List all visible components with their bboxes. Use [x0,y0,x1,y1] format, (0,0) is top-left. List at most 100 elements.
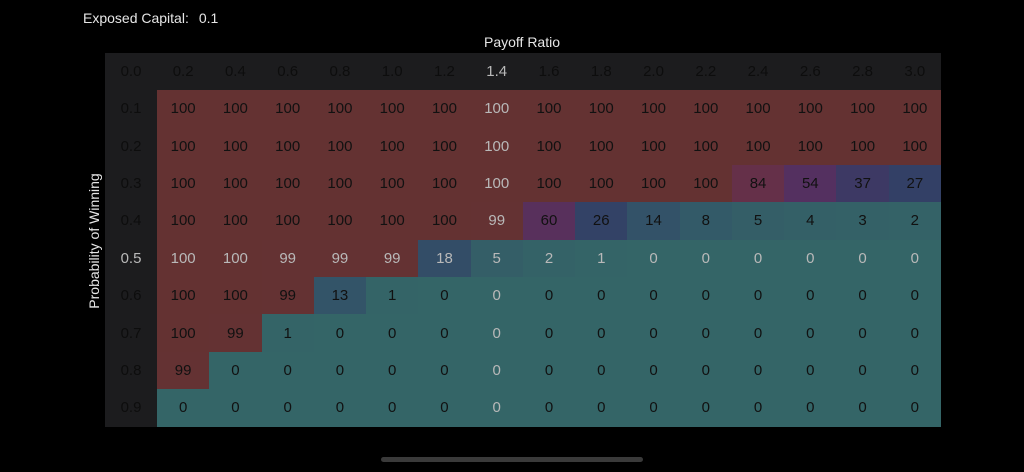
heatmap-cell: 100 [313,127,367,165]
y-tick-label: 0.9 [105,389,157,427]
x-tick-label: 2.2 [679,53,732,90]
heatmap-cell: 0 [679,239,732,277]
heatmap-cell: 100 [157,276,210,315]
heatmap-cell: 100 [575,90,628,128]
heatmap-cell: 0 [418,276,471,315]
x-axis-title: Payoff Ratio [484,34,561,50]
heatmap-cell: 54 [784,164,837,203]
heatmap-cell: 100 [575,164,628,203]
heatmap-cell: 0 [366,389,419,427]
heatmap-cell: 0 [888,351,941,390]
heatmap-cell: 100 [313,164,367,203]
heatmap-cell: 0 [313,314,367,352]
heatmap-cell: 0 [731,389,785,427]
heatmap-cell: 0 [627,239,680,277]
exposed-capital-label: Exposed Capital: [83,10,189,26]
heatmap-cell: 100 [209,164,262,203]
heatmap-cell: 99 [366,239,419,277]
heatmap-cell: 0 [784,314,837,352]
heatmap-cell: 99 [313,239,367,277]
heatmap-cell: 0 [366,314,419,352]
heatmap-cell: 99 [470,202,523,240]
heatmap-cell: 100 [261,202,314,240]
heatmap-cell: 100 [470,164,523,203]
heatmap-cell: 100 [209,127,262,165]
y-tick-label: 0.2 [105,127,157,165]
heatmap-cell: 100 [261,164,314,203]
x-tick-label: 2.4 [731,53,785,90]
heatmap-cell: 0 [836,239,889,277]
heatmap-cell: 100 [209,202,262,240]
heatmap-cell: 0 [731,351,785,390]
x-tick-label: 2.8 [836,53,889,90]
heatmap-cell: 100 [209,239,262,277]
heatmap-grid: 0.0 0.2 0.4 0.6 0.8 1.0 1.2 1.4 1.6 1.8 2.0 2.2 2.4 2… [105,53,941,427]
heatmap-cell: 100 [418,164,471,203]
x-tick-label: 0.8 [313,53,367,90]
heatmap-cell: 0 [366,351,419,390]
heatmap-cell: 100 [157,90,210,128]
heatmap-cell: 0 [470,276,523,315]
corner-label: 0.0 [105,53,157,90]
heatmap-cell: 0 [470,389,523,427]
heatmap-cell: 0 [627,351,680,390]
heatmap-cell: 100 [836,127,889,165]
heatmap-cell: 99 [261,276,314,315]
heatmap-cell: 0 [836,276,889,315]
x-tick-label: 0.2 [157,53,210,90]
heatmap-cell: 0 [522,351,576,390]
heatmap-cell: 100 [418,90,471,128]
heatmap-cell: 100 [731,127,785,165]
y-tick-label: 0.8 [105,351,157,390]
heatmap-cell: 0 [836,351,889,390]
heatmap-cell: 0 [313,389,367,427]
x-tick-label: 1.0 [366,53,419,90]
x-tick-label: 3.0 [888,53,941,90]
heatmap-cell: 0 [418,389,471,427]
heatmap-cell: 100 [418,127,471,165]
heatmap-cell: 99 [209,314,262,352]
heatmap-cell: 100 [522,90,576,128]
heatmap-cell: 0 [836,389,889,427]
heatmap-cell: 100 [261,90,314,128]
heatmap-cell: 100 [157,127,210,165]
heatmap-cell: 0 [627,276,680,315]
y-tick-label: 0.4 [105,202,157,240]
heatmap-cell: 100 [627,164,680,203]
heatmap-cell: 100 [366,164,419,203]
heatmap-cell: 1 [575,239,628,277]
heatmap-cell: 100 [418,202,471,240]
heatmap-cell: 0 [679,276,732,315]
heatmap-cell: 0 [679,314,732,352]
heatmap-cell: 100 [784,90,837,128]
heatmap-cell: 0 [784,239,837,277]
heatmap-cell: 100 [261,127,314,165]
heatmap-cell: 0 [888,389,941,427]
heatmap-cell: 99 [261,239,314,277]
heatmap-cell: 100 [157,164,210,203]
heatmap-cell: 100 [157,314,210,352]
heatmap-cell: 3 [836,202,889,240]
x-tick-label: 2.6 [784,53,837,90]
heatmap-cell: 4 [784,202,837,240]
heatmap-cell: 0 [470,351,523,390]
heatmap-cell: 0 [679,389,732,427]
heatmap-cell: 0 [418,314,471,352]
heatmap-cell: 100 [366,127,419,165]
exposed-capital: Exposed Capital: 0.1 [83,10,218,26]
home-indicator[interactable] [381,457,643,462]
heatmap-cell: 84 [731,164,785,203]
heatmap-cell: 0 [731,239,785,277]
heatmap-cell: 0 [209,351,262,390]
heatmap-cell: 13 [313,276,367,315]
heatmap-cell: 100 [888,127,941,165]
heatmap-cell: 0 [627,314,680,352]
heatmap-cell: 0 [522,314,576,352]
heatmap-cell: 0 [627,389,680,427]
heatmap-cell: 0 [209,389,262,427]
heatmap-cell: 100 [731,90,785,128]
y-tick-label: 0.6 [105,276,157,315]
heatmap-cell: 0 [157,389,210,427]
y-tick-label: 0.5 [105,239,157,277]
heatmap-cell: 0 [575,351,628,390]
